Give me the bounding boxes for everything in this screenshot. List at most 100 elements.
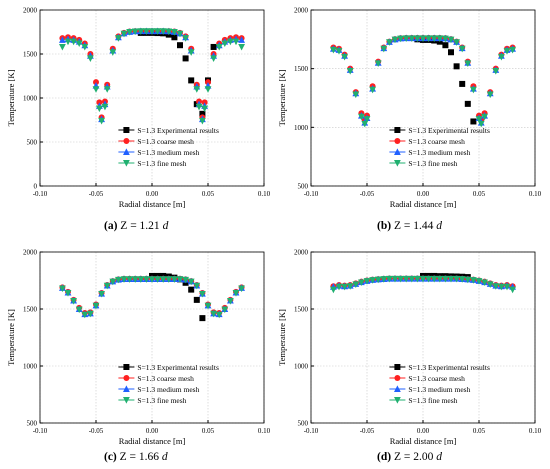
x-tick-label-a-4: 0.10 [258, 190, 271, 198]
point-d-3-5 [358, 279, 365, 287]
point-d-3-2 [341, 283, 348, 291]
point-b-0-6 [448, 49, 454, 56]
point-a-3-14 [126, 29, 133, 36]
point-a-0-8 [182, 55, 189, 62]
point-a-3-8 [98, 117, 105, 125]
point-d-3-15 [414, 275, 421, 283]
legend-label-c-1: S=1.3 coarse mesh [137, 374, 194, 383]
point-a-3-31 [210, 55, 217, 62]
point-d-3-25 [470, 277, 477, 284]
point-c-0-7 [188, 286, 195, 293]
point-d-3-26 [475, 278, 483, 285]
point-a-3-16 [137, 28, 145, 35]
point-c-3-3 [75, 306, 83, 314]
point-d-3-20 [442, 275, 449, 283]
point-b-3-0 [330, 46, 337, 54]
legend-marker-a-2 [123, 148, 130, 155]
point-a-3-23 [176, 30, 184, 38]
caption-b-label: (b) [377, 220, 392, 232]
x-tick-label-a-2: 0.00 [146, 190, 159, 198]
point-b-3-9 [374, 60, 382, 67]
point-d-3-0 [330, 286, 337, 294]
y-tick-label-d-0: 500 [298, 420, 309, 428]
y-tick-label-a-2: 1000 [23, 95, 38, 103]
point-a-3-18 [148, 28, 156, 35]
point-b-0-9 [464, 100, 471, 107]
y-axis-label-b: Temperature [K] [277, 69, 287, 126]
point-a-3-13 [120, 30, 128, 38]
point-c-3-31 [232, 290, 240, 297]
x-axis-label-a: Radial distance [m] [119, 199, 186, 209]
point-a-3-29 [201, 105, 209, 113]
point-b-3-32 [498, 53, 505, 61]
caption-a: (a) Z = 1.21 d [104, 220, 168, 232]
point-a-0-6 [171, 34, 178, 41]
point-c-3-7 [98, 290, 105, 298]
point-b-3-13 [397, 35, 404, 43]
point-b-3-33 [503, 48, 511, 55]
y-tick-label-b-2: 1500 [294, 65, 309, 73]
point-d-3-7 [369, 277, 376, 284]
point-d-3-4 [352, 281, 360, 288]
point-b-3-25 [464, 60, 472, 67]
point-b-3-10 [380, 45, 388, 53]
point-a-3-27 [195, 103, 203, 111]
legend-label-b-0: S=1.3 Experimental results [408, 126, 490, 135]
point-c-3-5 [87, 310, 94, 318]
x-tick-label-b-4: 0.10 [529, 190, 542, 198]
point-c-3-18 [159, 276, 167, 283]
x-tick-label-b-0: -0.10 [304, 190, 319, 198]
legend-label-b-1: S=1.3 coarse mesh [408, 137, 465, 146]
legend-marker-a-3 [123, 160, 130, 167]
point-d-3-8 [374, 276, 382, 284]
point-c-0-8 [193, 296, 200, 303]
y-tick-label-c-0: 500 [27, 420, 38, 428]
point-d-3-14 [408, 275, 416, 283]
point-a-3-25 [187, 49, 195, 56]
caption-b-var: d [436, 220, 442, 232]
legend-label-a-1: S=1.3 coarse mesh [137, 137, 194, 146]
point-c-3-30 [227, 298, 234, 305]
caption-a-var: d [162, 220, 169, 232]
legend-marker-d-3 [394, 397, 401, 404]
point-d-3-13 [402, 275, 410, 283]
legend-marker-b-3 [394, 160, 401, 167]
point-a-0-9 [188, 77, 195, 84]
point-b-3-22 [447, 36, 455, 44]
caption-d: (d) Z = 2.00 d [377, 451, 442, 463]
point-c-3-13 [131, 276, 139, 283]
x-tick-label-d-4: 0.10 [529, 427, 542, 435]
legend-label-d-0: S=1.3 Experimental results [408, 363, 490, 372]
legend-marker-c-3 [123, 397, 130, 404]
point-d-3-21 [447, 275, 455, 283]
point-b-3-12 [391, 36, 399, 44]
point-d-3-18 [430, 275, 438, 283]
point-c-3-28 [215, 311, 223, 319]
point-a-3-7 [95, 105, 103, 113]
x-tick-label-d-3: 0.05 [473, 427, 486, 435]
legend-label-a-2: S=1.3 medium mesh [137, 148, 199, 157]
point-a-3-11 [109, 49, 117, 56]
point-b-3-20 [436, 35, 444, 42]
y-tick-label-b-1: 1000 [294, 124, 309, 132]
caption-b: (b) Z = 1.44 d [377, 220, 442, 232]
point-c-3-22 [182, 276, 189, 284]
y-tick-label-c-1: 1000 [23, 363, 38, 371]
point-c-3-23 [187, 278, 195, 286]
legend-label-b-2: S=1.3 medium mesh [408, 148, 470, 157]
legend-marker-a-1 [123, 138, 130, 144]
y-tick-label-c-3: 2000 [23, 249, 38, 257]
point-a-3-26 [193, 86, 201, 93]
point-a-3-21 [165, 28, 173, 36]
point-b-3-3 [346, 68, 354, 75]
point-b-3-27 [475, 116, 483, 123]
point-a-3-35 [232, 38, 240, 46]
legend-marker-b-0 [394, 127, 401, 133]
chart-panel-c: -0.10 -0.05 0.00 0.05 0.10 500 1000 1500 2000 Rad… [6, 249, 271, 447]
point-a-0-7 [177, 42, 183, 49]
chart-panel-d: -0.10 -0.05 0.00 0.05 0.10 500 1000 1500 2000 Rad… [277, 249, 542, 447]
x-tick-label-d-2: 0.00 [417, 427, 430, 435]
point-a-0-13 [210, 43, 217, 50]
point-c-3-6 [92, 302, 100, 310]
point-b-0-8 [459, 80, 466, 87]
